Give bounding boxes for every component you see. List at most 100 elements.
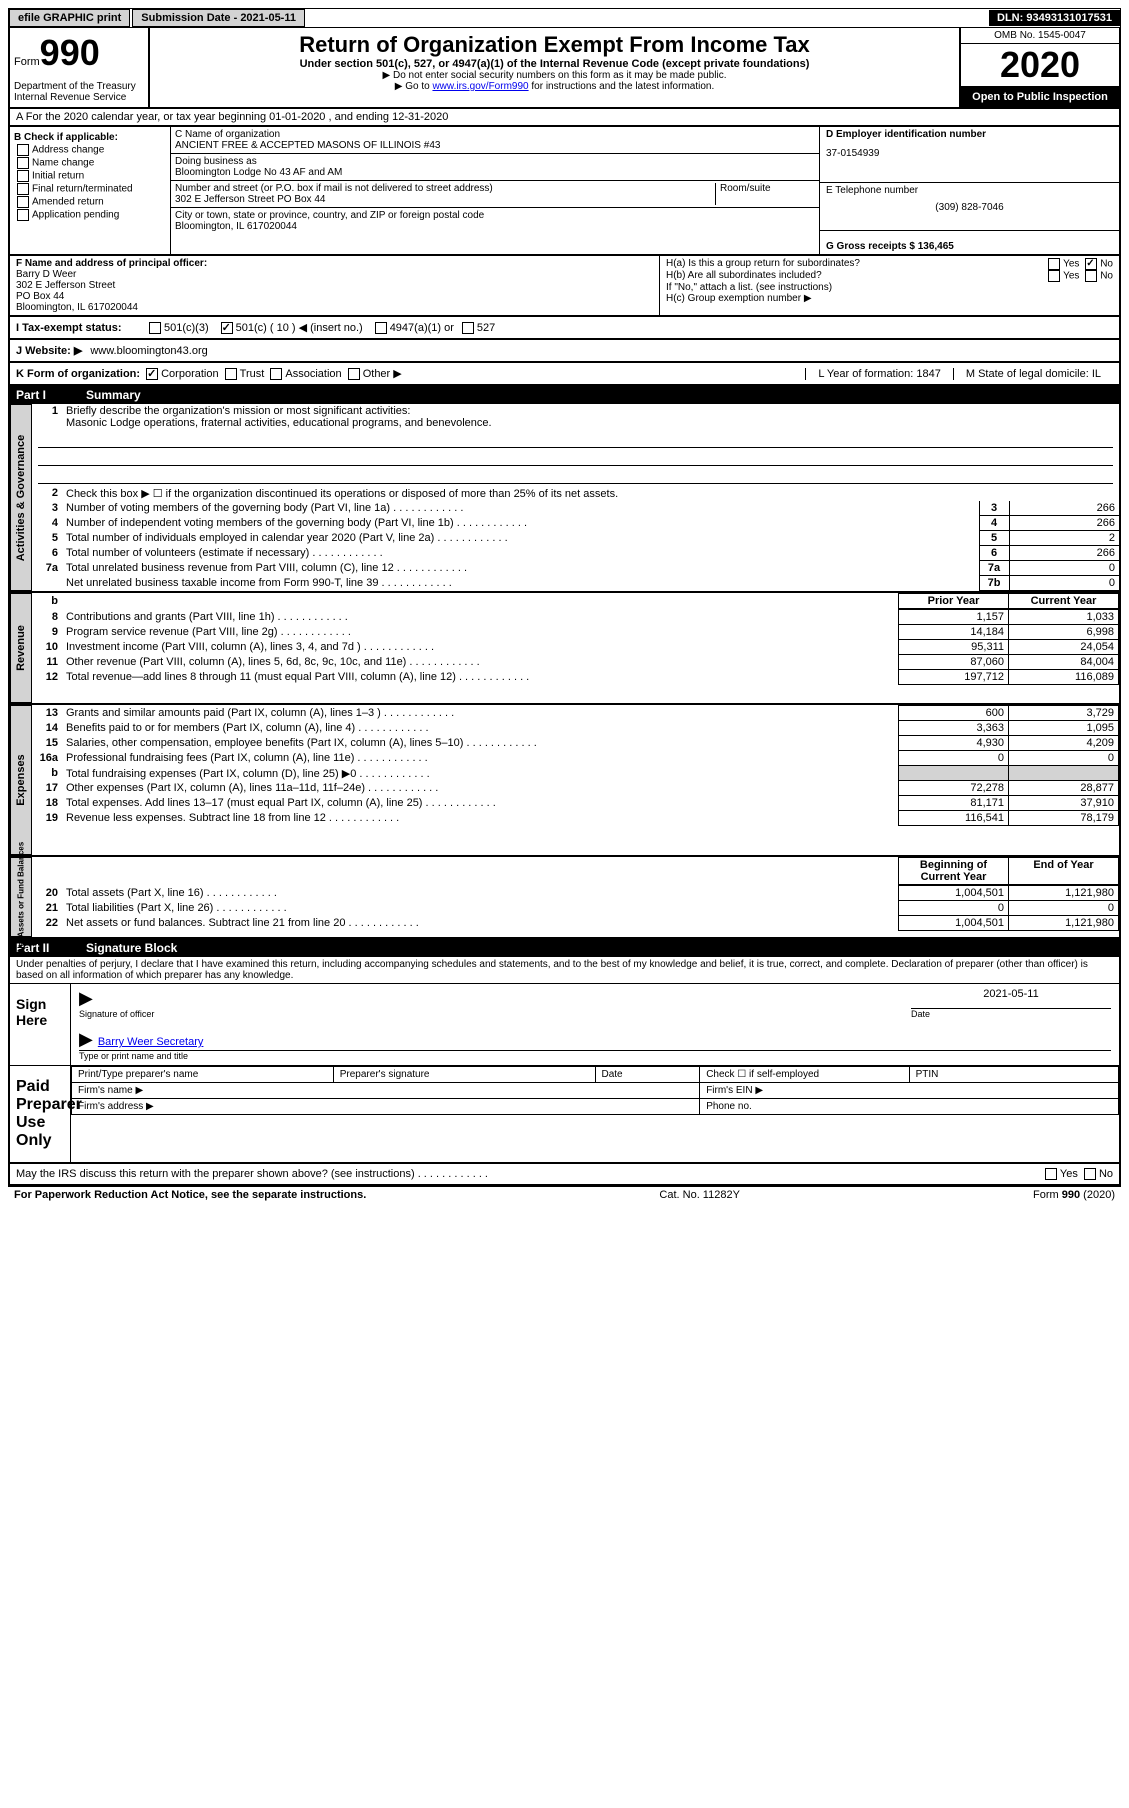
prior-val: 81,171 <box>899 796 1009 811</box>
phone-label: E Telephone number <box>826 185 1113 196</box>
curr-val: 24,054 <box>1009 640 1119 655</box>
line-num: 20 <box>32 886 62 901</box>
initial-return-checkbox[interactable] <box>17 170 29 182</box>
prior-year-header: Prior Year <box>899 594 1009 609</box>
curr-val: 1,033 <box>1009 610 1119 625</box>
address-change-checkbox[interactable] <box>17 144 29 156</box>
form-number: 990 <box>40 32 100 73</box>
public-inspection: Open to Public Inspection <box>961 87 1119 107</box>
501c3-checkbox[interactable] <box>149 322 161 334</box>
line-desc: Investment income (Part VIII, column (A)… <box>62 640 899 655</box>
form-header: Form990 Department of the Treasury Inter… <box>8 28 1121 109</box>
line-num: 5 <box>32 531 62 546</box>
page-footer: For Paperwork Reduction Act Notice, see … <box>8 1186 1121 1203</box>
line-val: 266 <box>1009 501 1119 516</box>
line-num: 10 <box>32 640 62 655</box>
omb-number: OMB No. 1545-0047 <box>961 28 1119 44</box>
final-return-checkbox[interactable] <box>17 183 29 195</box>
prep-date-label: Date <box>595 1067 700 1083</box>
firm-ein-label: Firm's EIN ▶ <box>700 1083 1119 1099</box>
4947-checkbox[interactable] <box>375 322 387 334</box>
ptin-label: PTIN <box>909 1067 1118 1083</box>
state-domicile: M State of legal domicile: IL <box>953 368 1113 380</box>
prior-val: 197,712 <box>899 670 1009 685</box>
net-assets-section: Net Assets or Fund Balances Beginning of… <box>8 857 1121 939</box>
prep-sig-label: Preparer's signature <box>333 1067 595 1083</box>
paperwork-notice: For Paperwork Reduction Act Notice, see … <box>14 1189 366 1201</box>
discuss-yes-checkbox[interactable] <box>1045 1168 1057 1180</box>
net-label-text: Net Assets or Fund Balances <box>17 842 26 952</box>
part1-header: Part I Summary <box>8 386 1121 404</box>
line-box: 3 <box>979 501 1009 516</box>
part2-title: Signature Block <box>86 941 177 955</box>
prior-val: 0 <box>899 751 1009 766</box>
curr-val: 1,121,980 <box>1009 886 1119 901</box>
4947-label: 4947(a)(1) or <box>390 322 454 334</box>
line-num: b <box>32 766 62 781</box>
hb-yes-checkbox[interactable] <box>1048 270 1060 282</box>
year-formation: L Year of formation: 1847 <box>805 368 953 380</box>
officer-addr1: 302 E Jefferson Street <box>16 280 653 291</box>
line-num: 6 <box>32 546 62 561</box>
line-box: 7b <box>979 576 1009 591</box>
firm-phone-label: Phone no. <box>700 1099 1119 1115</box>
line-num: 15 <box>32 736 62 751</box>
mission-line-2 <box>38 450 1113 466</box>
line-desc: Total liabilities (Part X, line 26) <box>62 901 899 916</box>
ha-yes-checkbox[interactable] <box>1048 258 1060 270</box>
501c-checkbox[interactable] <box>221 322 233 334</box>
line-num: 19 <box>32 811 62 826</box>
officer-name: Barry D Weer <box>16 269 653 280</box>
prior-val: 72,278 <box>899 781 1009 796</box>
line-desc: Other revenue (Part VIII, column (A), li… <box>62 655 899 670</box>
line-num: 21 <box>32 901 62 916</box>
line-desc: Total expenses. Add lines 13–17 (must eq… <box>62 796 899 811</box>
curr-val: 78,179 <box>1009 811 1119 826</box>
org-name: ANCIENT FREE & ACCEPTED MASONS OF ILLINO… <box>175 140 815 151</box>
signer-name-label: Type or print name and title <box>79 1051 1111 1061</box>
line-box: 6 <box>979 546 1009 561</box>
prior-val: 87,060 <box>899 655 1009 670</box>
sig-officer-label: Signature of officer <box>79 1009 911 1019</box>
527-checkbox[interactable] <box>462 322 474 334</box>
box-d-e-g: D Employer identification number 37-0154… <box>819 127 1119 254</box>
begin-year-header: Beginning of Current Year <box>899 858 1009 885</box>
current-year-header: Current Year <box>1009 594 1119 609</box>
other-checkbox[interactable] <box>348 368 360 380</box>
net-side-label: Net Assets or Fund Balances <box>10 857 32 937</box>
end-year-header: End of Year <box>1009 858 1119 885</box>
other-label: Other ▶ <box>363 368 402 380</box>
room-suite-label: Room/suite <box>720 183 815 194</box>
boxes-b-through-g: B Check if applicable: Address change Na… <box>8 127 1121 256</box>
irs-link[interactable]: www.irs.gov/Form990 <box>432 81 528 92</box>
sign-date-value: 2021-05-11 <box>911 988 1111 1009</box>
discuss-no-checkbox[interactable] <box>1084 1168 1096 1180</box>
corp-checkbox[interactable] <box>146 368 158 380</box>
efile-print-button[interactable]: efile GRAPHIC print <box>9 9 130 27</box>
h-note: If "No," attach a list. (see instruction… <box>666 282 1113 293</box>
dba-value: Bloomington Lodge No 43 AF and AM <box>175 167 815 178</box>
assoc-checkbox[interactable] <box>270 368 282 380</box>
dept-text: Department of the Treasury Internal Reve… <box>14 81 144 103</box>
line-num: 8 <box>32 610 62 625</box>
curr-val: 3,729 <box>1009 706 1119 721</box>
line-num: 12 <box>32 670 62 685</box>
curr-val: 1,095 <box>1009 721 1119 736</box>
line-num: 18 <box>32 796 62 811</box>
line-num: 4 <box>32 516 62 531</box>
city-value: Bloomington, IL 617020044 <box>175 221 815 232</box>
ha-no-checkbox[interactable] <box>1085 258 1097 270</box>
submission-date-button[interactable]: Submission Date - 2021-05-11 <box>132 9 305 27</box>
trust-checkbox[interactable] <box>225 368 237 380</box>
signer-name: Barry Weer Secretary <box>98 1036 204 1048</box>
application-pending-checkbox[interactable] <box>17 209 29 221</box>
hb-no-checkbox[interactable] <box>1085 270 1097 282</box>
prior-val: 4,930 <box>899 736 1009 751</box>
prior-val: 14,184 <box>899 625 1009 640</box>
amended-return-checkbox[interactable] <box>17 196 29 208</box>
line-num: 13 <box>32 706 62 721</box>
governance-side-label: Activities & Governance <box>10 404 32 591</box>
curr-val: 0 <box>1009 751 1119 766</box>
perjury-statement: Under penalties of perjury, I declare th… <box>10 957 1119 983</box>
name-change-checkbox[interactable] <box>17 157 29 169</box>
